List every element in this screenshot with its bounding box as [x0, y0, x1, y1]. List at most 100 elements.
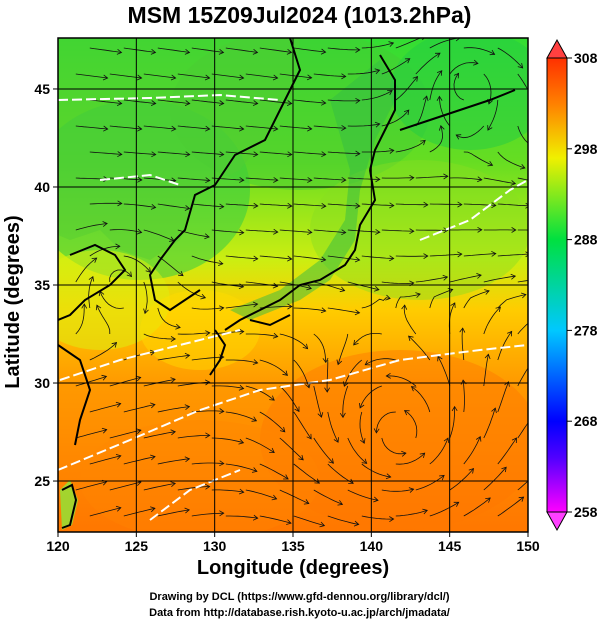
streamline-arrowhead: [178, 270, 184, 277]
streamline: [109, 269, 132, 283]
streamlines: [75, 38, 528, 528]
streamline-arrowhead: [487, 125, 493, 131]
streamline-arrowhead: [115, 243, 121, 250]
streamline-arrowhead: [251, 467, 258, 473]
streamline: [449, 274, 482, 283]
streamline: [259, 359, 288, 376]
contours: [58, 93, 528, 521]
streamline-arrowhead: [489, 49, 496, 56]
colorbar-tick-label: 268: [574, 413, 598, 429]
streamline-arrowhead: [137, 125, 143, 132]
colorbar-tick-label: 278: [574, 322, 598, 338]
streamline-arrowhead: [253, 255, 259, 262]
streamline-arrowhead: [443, 437, 450, 444]
streamline: [326, 360, 329, 393]
streamline-arrowhead: [102, 74, 109, 81]
streamline-arrowhead: [409, 228, 415, 235]
colorbar-tick-label: 288: [574, 232, 598, 248]
streamline-arrowhead: [286, 48, 293, 55]
streamline: [381, 488, 414, 492]
streamline: [157, 509, 190, 517]
streamline-arrowhead: [354, 309, 361, 316]
streamline: [395, 509, 428, 517]
streamline-arrowhead: [205, 432, 211, 439]
streamline-arrowhead: [401, 304, 408, 310]
streamline: [463, 47, 495, 55]
streamline: [517, 73, 528, 91]
streamline-arrowhead: [337, 500, 344, 506]
streamline-arrowhead: [453, 72, 460, 79]
streamline-arrowhead: [115, 401, 122, 408]
streamline-arrowhead: [184, 48, 191, 55]
streamline-arrowhead: [279, 426, 286, 433]
streamline-arrowhead: [320, 307, 327, 314]
streamline: [259, 203, 292, 207]
streamline: [123, 99, 156, 104]
streamline-arrowhead: [101, 427, 108, 434]
streamline: [245, 229, 278, 233]
streamline-arrowhead: [252, 48, 259, 55]
streamline: [517, 367, 528, 387]
streamline: [404, 410, 418, 439]
streamline: [293, 515, 325, 526]
streamline: [347, 69, 380, 75]
streamline: [497, 151, 526, 169]
streamline: [497, 437, 517, 465]
x-axis-label: Longitude (degrees): [196, 557, 390, 579]
streamline: [75, 429, 107, 439]
streamline-arrowhead: [403, 410, 410, 416]
streamline: [157, 151, 190, 155]
streamline: [177, 435, 210, 439]
streamline: [497, 331, 513, 361]
streamline: [225, 515, 258, 519]
streamline: [191, 307, 224, 310]
streamline-arrowhead: [491, 250, 497, 257]
streamline: [429, 253, 462, 257]
streamline: [449, 177, 482, 181]
streamline-arrowhead: [287, 255, 293, 262]
streamline: [143, 483, 176, 491]
streamline-arrowhead: [525, 202, 528, 209]
streamline-arrowhead: [239, 177, 245, 183]
y-tick-label: 40: [34, 179, 50, 195]
streamline: [211, 177, 244, 181]
streamline-arrowhead: [361, 458, 368, 464]
streamline-arrowhead: [328, 458, 334, 464]
streamline: [483, 177, 516, 184]
streamline: [327, 203, 360, 207]
streamline-arrowhead: [321, 99, 327, 106]
streamline-arrowhead: [150, 402, 156, 409]
streamline: [359, 411, 365, 444]
y-axis: 25 30 35 40 45: [34, 81, 58, 489]
streamline: [347, 281, 379, 291]
streamline-arrowhead: [184, 507, 190, 514]
streamline-arrowhead: [306, 284, 312, 291]
streamline: [279, 333, 308, 349]
streamline-arrowhead: [252, 514, 259, 521]
streamline: [497, 496, 524, 517]
streamline-arrowhead: [459, 327, 466, 333]
streamline-arrowhead: [359, 402, 365, 409]
streamline: [293, 47, 326, 53]
streamline: [293, 307, 326, 312]
streamline-arrowhead: [495, 306, 501, 312]
streamline: [75, 303, 85, 335]
streamline: [463, 497, 491, 517]
streamline-arrowhead: [273, 125, 279, 132]
streamline: [191, 203, 224, 208]
streamline-arrowhead: [314, 478, 321, 484]
streamline-arrowhead: [385, 294, 391, 301]
streamline-arrowhead: [272, 74, 279, 81]
streamline-arrowhead: [457, 201, 463, 208]
streamline: [279, 489, 309, 504]
streamline: [411, 386, 431, 413]
streamline-arrowhead: [423, 253, 429, 260]
streamline-arrowhead: [341, 176, 347, 183]
streamline: [327, 151, 360, 155]
streamline-arrowhead: [101, 374, 108, 381]
streamline: [449, 468, 474, 491]
streamline-arrowhead: [135, 375, 142, 382]
streamline: [347, 229, 380, 233]
chart-title: MSM 15Z09Jul2024 (1013.2hPa): [127, 2, 472, 28]
streamline-arrowhead: [184, 404, 191, 411]
